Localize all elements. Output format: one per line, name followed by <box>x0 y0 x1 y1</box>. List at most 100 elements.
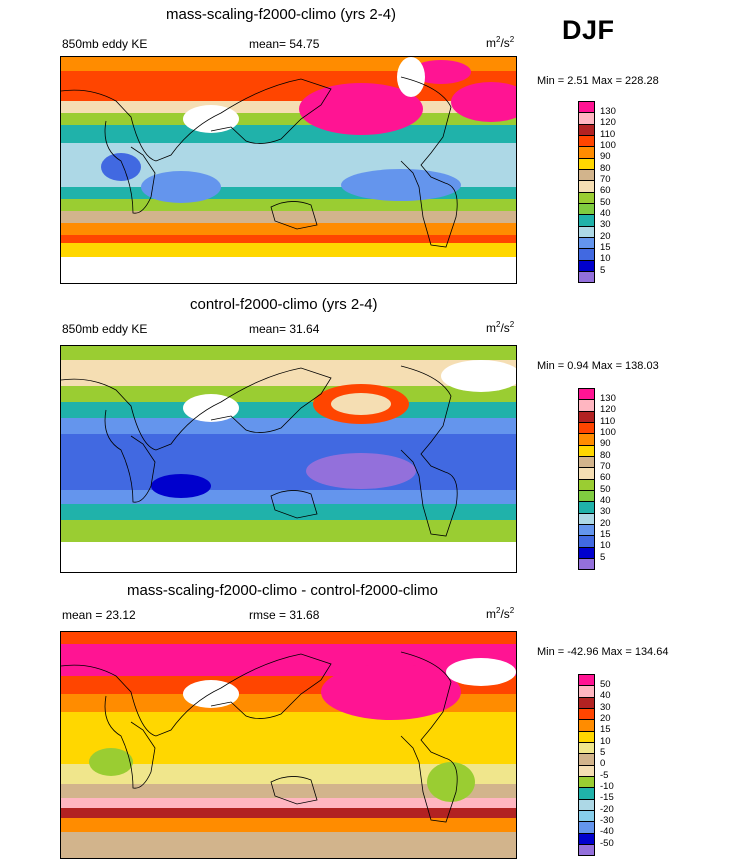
colorbar-label: 70 <box>600 461 611 473</box>
colorbar-label: 80 <box>600 449 611 461</box>
colorbar-swatch <box>578 135 595 147</box>
colorbar-label: 40 <box>600 208 611 220</box>
colorbar-swatch <box>578 399 595 411</box>
colorbar-step: 90 <box>578 146 616 162</box>
panel2-mean-label: mean= 31.64 <box>249 322 320 336</box>
colorbar-swatch <box>578 467 595 479</box>
colorbar-label: 15 <box>600 242 611 254</box>
colorbar-label: 60 <box>600 185 611 197</box>
colorbar-label: 20 <box>600 517 611 529</box>
colorbar-label: 50 <box>600 196 611 208</box>
colorbar-step: -50 <box>578 832 614 849</box>
colorbar-label: 30 <box>600 506 611 518</box>
colorbar-label: 100 <box>600 140 616 152</box>
colorbar-swatch <box>578 742 595 754</box>
colorbar-swatch <box>578 558 595 570</box>
colorbar-step: 30 <box>578 214 616 230</box>
colorbar-swatch <box>578 214 595 226</box>
colorbar-swatch <box>578 719 595 731</box>
colorbar-swatch <box>578 225 595 238</box>
colorbar-step: 10 <box>578 535 616 551</box>
colorbar-step: 90 <box>578 433 616 449</box>
colorbar-label: 90 <box>600 438 611 450</box>
panel2-minmax: Min = 0.94 Max = 138.03 <box>537 360 659 372</box>
colorbar-swatch <box>578 478 595 491</box>
colorbar-swatch <box>578 490 595 502</box>
colorbar-step: 80 <box>578 444 616 461</box>
colorbar-label: -30 <box>600 815 614 827</box>
colorbar-step: 100 <box>578 135 616 151</box>
panel1-mean-label: mean= 54.75 <box>249 37 320 51</box>
panel3-title: mass-scaling-f2000-climo - control-f2000… <box>127 582 438 599</box>
colorbar-label: 50 <box>600 483 611 495</box>
colorbar-swatch <box>578 410 595 423</box>
colorbar-swatch <box>578 798 595 811</box>
colorbar-label: 90 <box>600 151 611 163</box>
colorbar-step: -5 <box>578 764 614 781</box>
colorbar-swatch <box>578 685 595 697</box>
colorbar-label: 10 <box>600 253 611 265</box>
colorbar-label: 50 <box>600 679 611 690</box>
colorbar-label: 80 <box>600 162 611 174</box>
colorbar-step: 5 <box>578 259 616 276</box>
colorbar-step: 20 <box>578 708 614 724</box>
colorbar-label: 110 <box>600 128 616 140</box>
colorbar-swatch <box>578 101 595 113</box>
colorbar-step: 80 <box>578 157 616 174</box>
colorbar-swatch <box>578 708 595 720</box>
colorbar-swatch <box>578 237 595 249</box>
colorbar-step: 15 <box>578 524 616 540</box>
colorbar-label: 15 <box>600 724 611 736</box>
colorbar-swatch <box>578 787 595 799</box>
colorbar-step: 20 <box>578 512 616 529</box>
colorbar-swatch <box>578 169 595 181</box>
colorbar-swatch <box>578 512 595 525</box>
colorbar-label: 10 <box>600 735 611 747</box>
panel2-units: m2/s2 <box>486 320 515 335</box>
colorbar-swatch <box>578 456 595 468</box>
colorbar-swatch <box>578 259 595 272</box>
colorbar-step: 10 <box>578 248 616 264</box>
colorbar-label: 5 <box>600 747 606 759</box>
panel1-colorbar: 130 120 110 100 90 80 70 60 50 40 30 20 15 10 5 <box>578 101 616 283</box>
colorbar-step: 130 <box>578 388 616 404</box>
colorbar-swatch <box>578 753 595 765</box>
colorbar-step: 120 <box>578 399 616 415</box>
colorbar-step: 0 <box>578 753 614 769</box>
colorbar-label: 110 <box>600 415 616 427</box>
colorbar-step: 40 <box>578 203 616 219</box>
panel3-units: m2/s2 <box>486 606 515 621</box>
colorbar-label: 20 <box>600 713 611 725</box>
colorbar-swatch <box>578 433 595 445</box>
colorbar-label: 60 <box>600 472 611 484</box>
colorbar-step: 70 <box>578 169 616 185</box>
colorbar-step: 70 <box>578 456 616 472</box>
colorbar-swatch <box>578 388 595 400</box>
colorbar-swatch <box>578 832 595 845</box>
panel1-title: mass-scaling-f2000-climo (yrs 2-4) <box>166 6 397 23</box>
colorbar-step: 5 <box>578 546 616 563</box>
colorbar-step: 40 <box>578 685 614 701</box>
colorbar-swatch <box>578 776 595 788</box>
colorbar-label: 120 <box>600 404 616 416</box>
colorbar-step: 120 <box>578 112 616 128</box>
colorbar-label: -50 <box>600 837 614 849</box>
colorbar-step: 60 <box>578 467 616 483</box>
colorbar-label: -40 <box>600 826 614 838</box>
colorbar-swatch <box>578 810 595 822</box>
colorbar-step: 20 <box>578 225 616 242</box>
colorbar-step: 5 <box>578 742 614 758</box>
colorbar-label: 130 <box>600 393 616 404</box>
colorbar-step: 40 <box>578 490 616 506</box>
colorbar-label: 15 <box>600 529 611 541</box>
colorbar-label: -10 <box>600 781 614 793</box>
colorbar-step <box>578 558 616 570</box>
colorbar-step: 110 <box>578 410 616 427</box>
panel2-title: control-f2000-climo (yrs 2-4) <box>190 296 378 313</box>
colorbar-swatch <box>578 444 595 457</box>
colorbar-swatch <box>578 248 595 260</box>
panel1-map <box>60 56 517 284</box>
colorbar-swatch <box>578 844 595 856</box>
colorbar-step: 15 <box>578 719 614 735</box>
panel2-colorbar: 130 120 110 100 90 80 70 60 50 40 30 20 15 10 5 <box>578 388 616 570</box>
